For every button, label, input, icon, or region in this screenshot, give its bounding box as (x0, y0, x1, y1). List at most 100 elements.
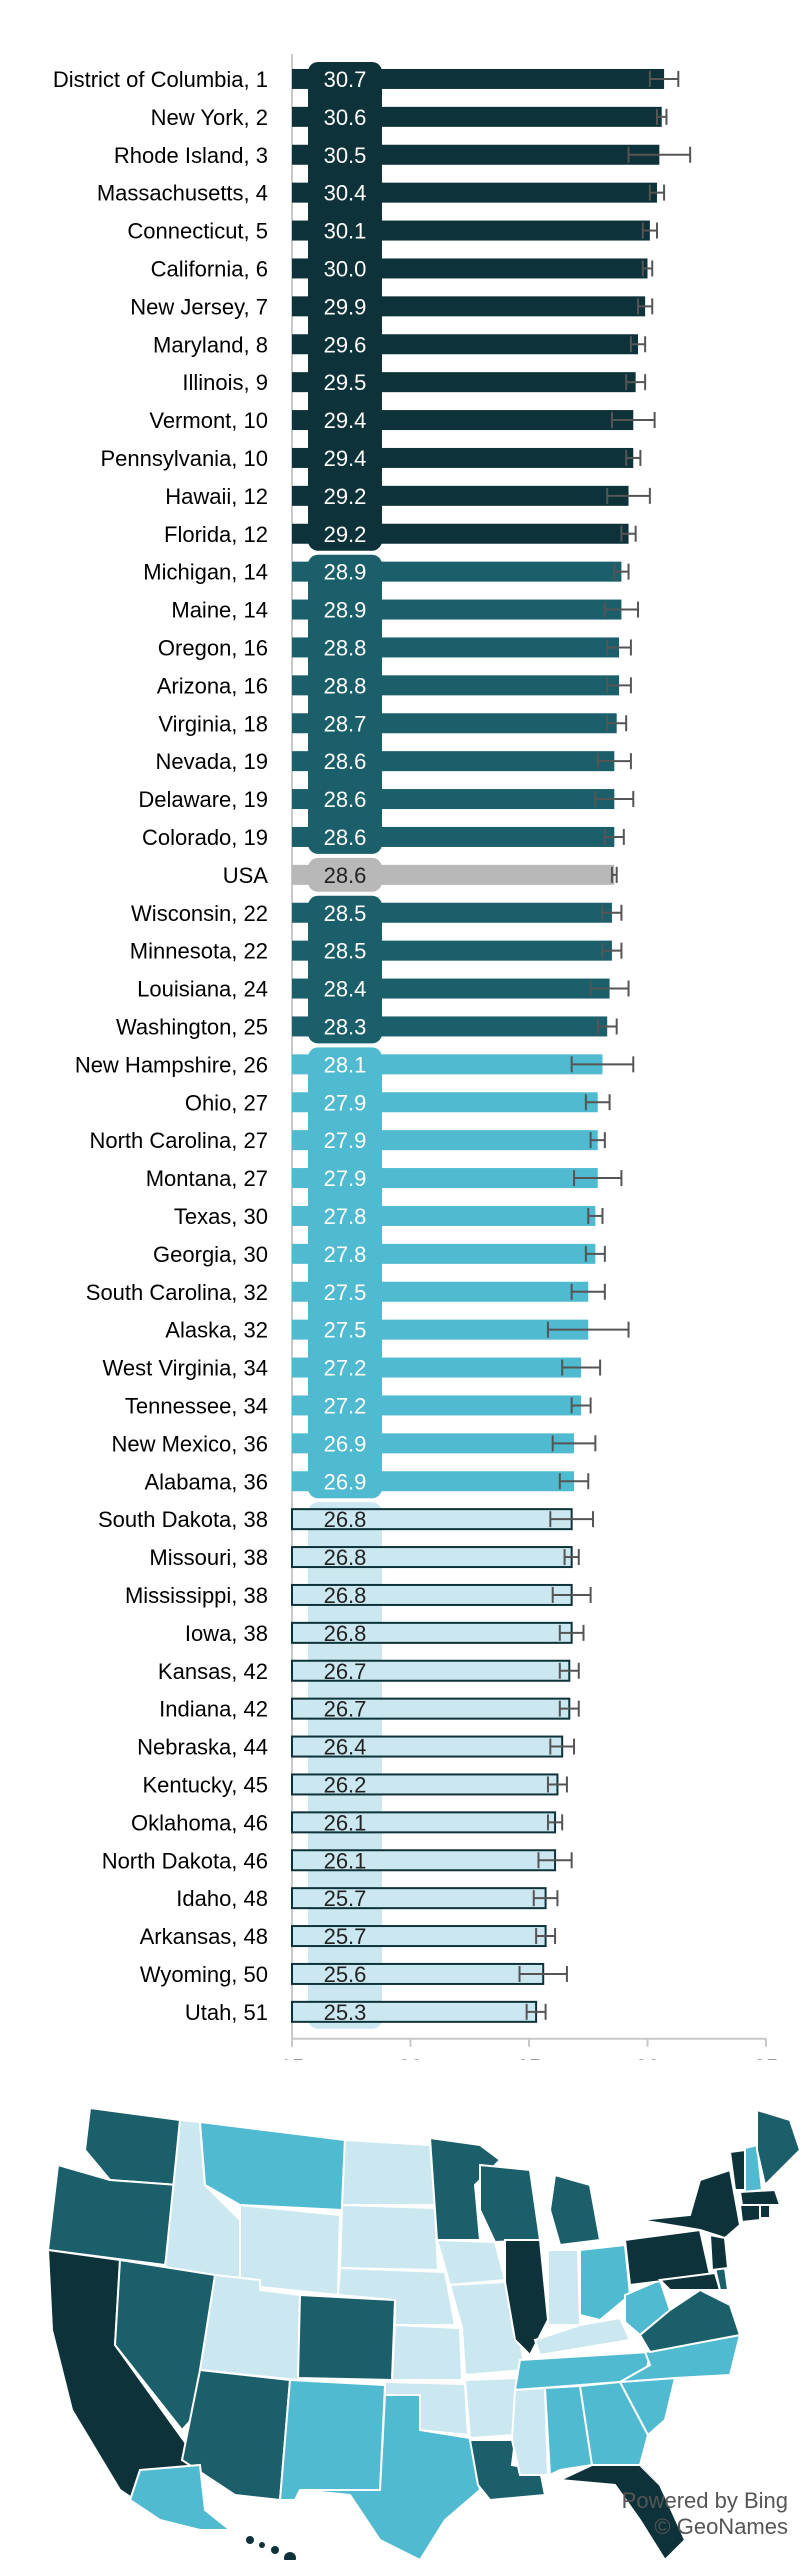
map-state-michigan (548, 2173, 602, 2247)
value-band-q2 (308, 554, 382, 854)
map-state-hawaii (246, 2536, 296, 2560)
bar (292, 1281, 589, 1302)
data-label: 26.9 (324, 1469, 367, 1494)
bar (292, 864, 615, 885)
bar (292, 751, 615, 772)
data-label: 28.7 (324, 711, 367, 736)
category-labels: District of Columbia, 1 New York, 2 Rhode … (53, 67, 268, 2025)
category-label: Maine, 14 (171, 598, 268, 623)
bar (292, 182, 657, 203)
category-label: Oregon, 16 (158, 635, 268, 660)
bar (292, 1092, 598, 1113)
category-label: Nevada, 19 (155, 749, 268, 774)
bar (292, 1130, 598, 1151)
data-label: 29.2 (324, 484, 367, 509)
map-state-mississippi (510, 2386, 550, 2476)
category-label: Connecticut, 5 (127, 219, 268, 244)
x-tick-label: 20 (398, 2055, 422, 2060)
map-state-maine (756, 2108, 802, 2187)
bar (292, 637, 620, 658)
data-label: 26.8 (324, 1621, 367, 1646)
map-state-connecticut (738, 2204, 761, 2224)
data-label: 30.0 (324, 256, 367, 281)
map-state-kentucky (533, 2316, 632, 2357)
category-label: Wyoming, 50 (140, 1962, 268, 1987)
map-state-georgia (578, 2380, 650, 2466)
map-state-new-york (639, 2168, 742, 2240)
data-label: 28.5 (324, 901, 367, 926)
data-label: 28.6 (324, 863, 367, 888)
category-label: Kentucky, 45 (142, 1772, 268, 1797)
data-label: 26.2 (324, 1772, 367, 1797)
map-state-rhode-island (759, 2204, 771, 2219)
category-label: Hawaii, 12 (165, 484, 268, 509)
data-label: 26.1 (324, 1810, 367, 1835)
category-label: Pennsylvania, 10 (100, 446, 268, 471)
category-label: Wisconsin, 22 (131, 901, 268, 926)
category-label: Ohio, 27 (185, 1090, 268, 1115)
data-label: 25.3 (324, 2000, 367, 2025)
map-state-south-dakota (338, 2203, 440, 2272)
bar (292, 1054, 603, 1075)
bar (292, 561, 622, 582)
data-label: 26.7 (324, 1659, 367, 1684)
x-tick-label: 25 (517, 2055, 541, 2060)
map-state-north-dakota (340, 2138, 437, 2206)
map-state-new-mexico (278, 2378, 387, 2501)
category-label: New Mexico, 36 (111, 1431, 268, 1456)
category-label: USA (223, 863, 269, 888)
bar (292, 1205, 596, 1226)
map-credit-geonames: © GeoNames (654, 2514, 788, 2539)
bar (292, 447, 634, 468)
data-label: 28.4 (324, 977, 367, 1002)
map-state-iowa (435, 2238, 507, 2287)
data-label: 29.4 (324, 446, 367, 471)
data-label: 25.7 (324, 1886, 367, 1911)
data-label: 26.8 (324, 1583, 367, 1608)
data-label: 26.4 (324, 1735, 367, 1760)
bar (292, 1471, 575, 1492)
data-label: 28.9 (324, 560, 367, 585)
data-label: 28.1 (324, 1052, 367, 1077)
value-labels: 30.7 30.6 30.5 30.4 30.1 30.0 29.9 29.6 29.5 29.4… (324, 67, 367, 2025)
data-label: 28.3 (324, 1014, 367, 1039)
category-label: Indiana, 42 (159, 1697, 268, 1722)
category-label: North Carolina, 27 (89, 1128, 268, 1153)
map-state-alabama (543, 2384, 594, 2477)
data-label: 28.8 (324, 673, 367, 698)
data-label: 26.8 (324, 1507, 367, 1532)
x-tick-label: 35 (754, 2055, 778, 2060)
category-label: District of Columbia, 1 (53, 67, 268, 92)
bar-series (291, 68, 692, 2023)
map-state-indiana (547, 2249, 582, 2326)
data-label: 28.5 (324, 939, 367, 964)
category-label: Arkansas, 48 (140, 1924, 268, 1949)
us-choropleth-map: Powered by Bing © GeoNames (0, 2090, 812, 2560)
bar (292, 675, 620, 696)
data-label: 26.8 (324, 1545, 367, 1570)
map-state-ohio (579, 2243, 632, 2322)
x-tick-labels: 15 20 25 30 35 (280, 2055, 778, 2060)
data-label: 26.9 (324, 1431, 367, 1456)
category-label: South Dakota, 38 (98, 1507, 268, 1532)
map-credit-bing: Powered by Bing (621, 2488, 788, 2513)
category-label: Nebraska, 44 (137, 1735, 268, 1760)
category-label: Tennessee, 34 (125, 1393, 268, 1418)
category-label: California, 6 (151, 256, 268, 281)
bar (292, 106, 662, 127)
data-label: 30.4 (324, 181, 367, 206)
category-label: New Hampshire, 26 (75, 1052, 268, 1077)
bar (292, 410, 634, 431)
bar (292, 1357, 582, 1378)
bar (292, 599, 622, 620)
category-label: North Dakota, 46 (102, 1848, 268, 1873)
x-tick-label: 30 (635, 2055, 659, 2060)
data-label: 28.8 (324, 635, 367, 660)
bar (292, 1433, 575, 1454)
data-label: 27.2 (324, 1356, 367, 1381)
category-label: New Jersey, 7 (130, 294, 268, 319)
bar (292, 485, 629, 506)
data-label: 29.4 (324, 408, 367, 433)
data-label: 30.6 (324, 105, 367, 130)
map-state-maryland (657, 2271, 722, 2291)
